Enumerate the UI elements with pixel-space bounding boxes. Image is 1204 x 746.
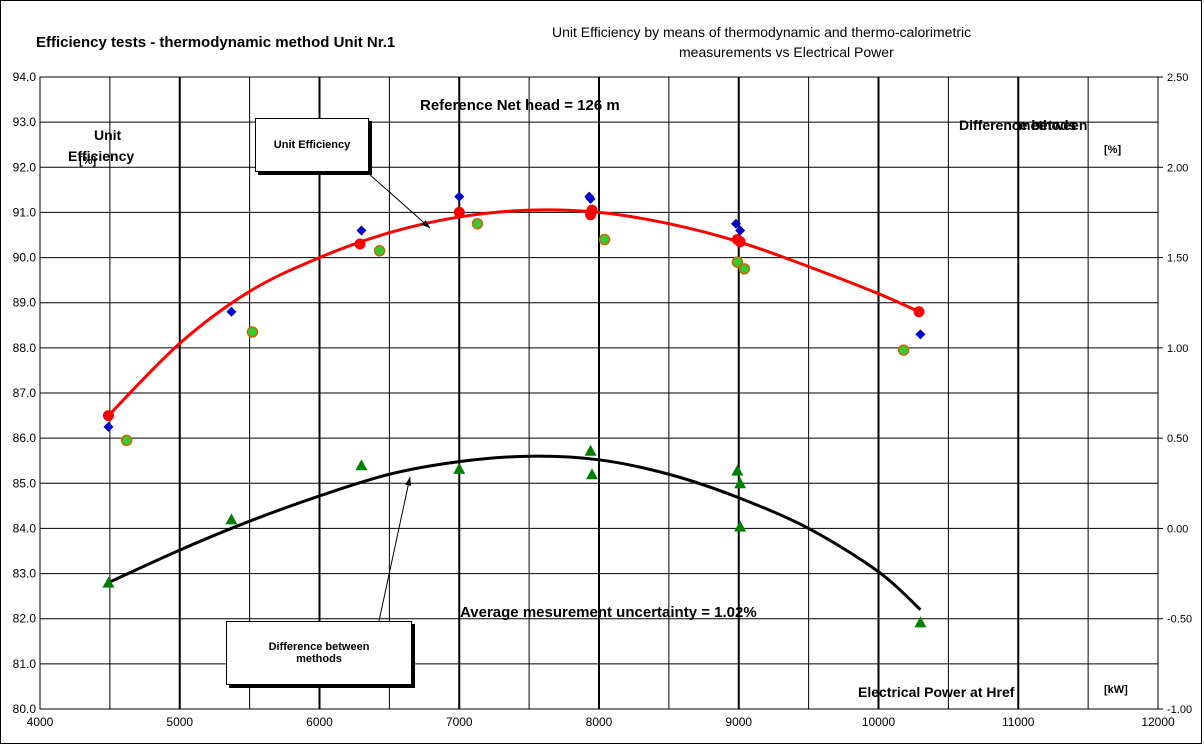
thermodynamic-point [356, 225, 367, 236]
unit-efficiency-arrow-head [421, 220, 430, 228]
y-tick-label: 80.0 [13, 702, 37, 716]
difference-arrow [378, 476, 411, 622]
difference-callout: Difference between methods [226, 621, 412, 685]
unit-efficiency-callout: Unit Efficiency [255, 118, 369, 172]
x-tick-label: 5000 [166, 715, 193, 729]
y2-tick-label: 1.50 [1167, 253, 1188, 265]
y2-tick-label: 1.00 [1167, 343, 1188, 355]
y-tick-labels: 80.0 81.0 82.0 83.0 84.0 85.0 86.0 87.0 88.0 89.0… [13, 70, 37, 716]
unit-efficiency-point [734, 236, 746, 248]
y2-tick-label: 2.00 [1167, 162, 1188, 174]
unit-efficiency-point [354, 238, 366, 250]
difference-callout-line1: Difference between [268, 641, 370, 653]
x-tick-label: 12000 [1141, 715, 1175, 729]
unit-efficiency-arrow [359, 165, 431, 229]
difference-point [102, 576, 115, 588]
uncertainty-annotation: Average mesurement uncertainty = 1.02% [460, 604, 757, 621]
y-tick-label: 85.0 [13, 476, 37, 490]
difference-point [453, 462, 466, 474]
unit-efficiency-trend [107, 208, 920, 417]
y-tick-label: 81.0 [13, 657, 37, 671]
x-tick-label: 8000 [586, 715, 613, 729]
y-tick-label: 89.0 [13, 296, 37, 310]
thermo-calorimetric-point [120, 434, 133, 447]
thermodynamic-point [103, 421, 114, 432]
thermodynamic-point [915, 329, 926, 340]
difference-point [914, 616, 927, 628]
y-tick-label: 86.0 [13, 431, 37, 445]
unit-efficiency-point [102, 410, 114, 422]
trend-curves [107, 208, 922, 611]
right-axis-label-line1: Difference between [959, 117, 1088, 133]
y-tick-label: 82.0 [13, 612, 37, 626]
thermo-calorimetric-point [738, 263, 751, 275]
thermodynamic-point [226, 306, 237, 317]
difference-point [355, 459, 368, 471]
thermo-calorimetric-point [897, 344, 910, 356]
x-tick-label: 7000 [446, 715, 473, 729]
unit-efficiency-point [913, 306, 925, 318]
thermo-calorimetric-point [598, 233, 611, 246]
y-tick-label: 91.0 [13, 205, 37, 219]
data-marks [102, 191, 927, 628]
left-axis-label-line1: Unit [94, 127, 122, 143]
difference-callout-line2: methods [296, 653, 342, 665]
y2-tick-labels: -1.00 -0.50 0.00 0.50 1.00 1.50 2.00 2.50 [1158, 72, 1192, 716]
x-tick-labels: 4000 5000 6000 7000 8000 9000 10000 11000 12000 [27, 715, 1175, 729]
y-tick-label: 90.0 [13, 251, 37, 265]
chart-title: Efficiency tests - thermodynamic method … [36, 34, 396, 51]
y2-tick-label: -0.50 [1167, 614, 1192, 626]
y-tick-label: 84.0 [13, 521, 37, 535]
y2-tick-label: 2.50 [1167, 72, 1188, 84]
callout-arrows [359, 165, 431, 622]
y2-tick-label: -1.00 [1167, 704, 1192, 716]
right-axis-unit: [%] [1104, 144, 1122, 156]
thermo-calorimetric-point [731, 256, 744, 268]
difference-point [734, 477, 747, 489]
difference-point [584, 444, 597, 456]
reference-head-annotation: Reference Net head = 126 m [420, 97, 620, 114]
chart-subtitle-line2: measurements vs Electrical Power [679, 44, 894, 60]
thermodynamic-point [585, 193, 596, 204]
thermodynamic-point [735, 225, 746, 236]
thermo-calorimetric-point [471, 217, 484, 230]
y-tick-label: 92.0 [13, 160, 37, 174]
y-tick-label: 88.0 [13, 341, 37, 355]
chart-subtitle: Unit Efficiency by means of thermodynami… [552, 22, 1132, 62]
y-tick-label: 83.0 [13, 567, 37, 581]
difference-point [734, 520, 747, 532]
thermo-calorimetric-point [373, 245, 386, 257]
unit-efficiency-point [586, 204, 598, 216]
difference-point [731, 464, 744, 476]
y-tick-label: 87.0 [13, 386, 37, 400]
y-tick-label: 93.0 [13, 115, 37, 129]
thermo-calorimetric-point [246, 326, 259, 338]
unit-efficiency-callout-text: Unit Efficiency [273, 139, 351, 151]
x-tick-label: 6000 [306, 715, 333, 729]
difference-arrow-head [405, 477, 412, 486]
x-axis-label: Electrical Power at Href [858, 684, 1015, 700]
thermodynamic-point [454, 191, 465, 202]
y2-tick-label: 0.00 [1167, 523, 1188, 535]
y-tick-label: 94.0 [13, 70, 37, 84]
right-axis-label-line2: methods [1018, 117, 1077, 133]
x-tick-label: 11000 [1002, 715, 1035, 729]
thermodynamic-point [730, 218, 741, 229]
difference-point [586, 468, 599, 480]
x-tick-label: 9000 [725, 715, 752, 729]
left-axis-unit: [%] [79, 155, 97, 167]
x-tick-label: 4000 [27, 715, 54, 729]
difference-point [225, 513, 238, 525]
unit-efficiency-point [453, 206, 465, 218]
chart-subtitle-line1: Unit Efficiency by means of thermodynami… [552, 24, 972, 40]
x-axis-unit: [kW] [1104, 684, 1128, 696]
x-tick-label: 10000 [862, 715, 896, 729]
difference-trend [107, 454, 922, 611]
left-axis-label-line2: Efficiency [68, 148, 135, 164]
y2-tick-label: 0.50 [1167, 433, 1188, 445]
